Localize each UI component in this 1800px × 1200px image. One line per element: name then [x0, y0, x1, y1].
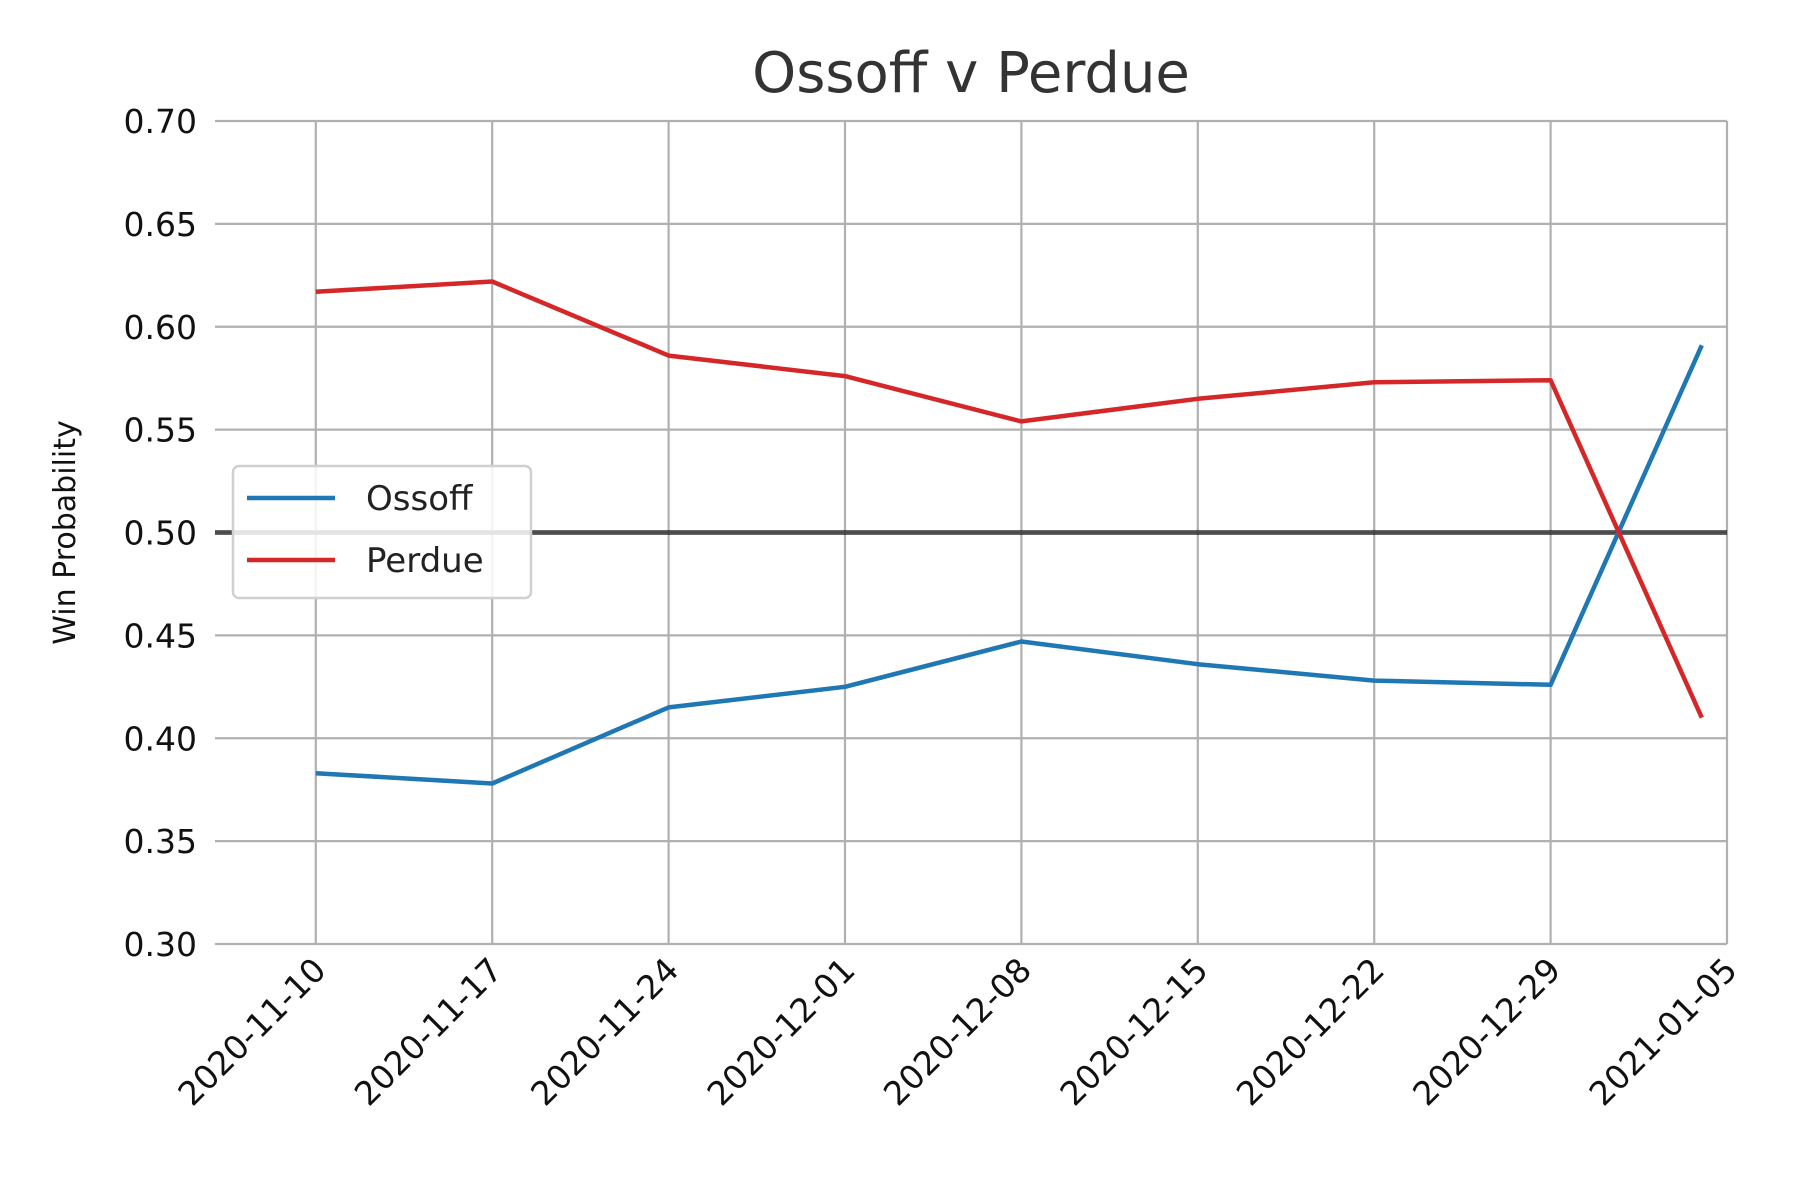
y-tick-label: 0.55 [124, 411, 197, 450]
y-tick-labels: 0.30 0.35 0.40 0.45 0.50 0.55 0.60 0.65 0.70 [124, 102, 197, 964]
legend-label-perdue: Perdue [366, 541, 484, 581]
chart-title: Ossoff v Perdue [752, 41, 1190, 106]
x-tick-label: 2020-11-10 [170, 950, 333, 1113]
legend: Ossoff Perdue [231, 464, 533, 600]
y-tick-label: 0.40 [124, 719, 197, 758]
y-tick-label: 0.60 [124, 308, 197, 347]
x-tick-label: 2020-12-08 [876, 950, 1039, 1113]
y-tick-label: 0.50 [124, 514, 197, 553]
x-tick-label: 2021-01-05 [1581, 950, 1744, 1113]
x-tick-label: 2020-11-17 [347, 950, 510, 1113]
x-tick-label: 2020-11-24 [523, 950, 686, 1113]
x-tick-labels: 2020-11-10 2020-11-17 2020-11-24 2020-12-01… [170, 950, 1744, 1113]
series-line-ossoff [315, 344, 1704, 786]
x-tick-label: 2020-12-15 [1052, 950, 1215, 1113]
y-tick-label: 0.70 [124, 102, 197, 141]
x-tick-label: 2020-12-29 [1405, 950, 1568, 1113]
y-tick-label: 0.35 [124, 822, 197, 861]
x-tick-label: 2020-12-22 [1229, 950, 1392, 1113]
y-tick-label: 0.45 [124, 616, 197, 655]
legend-label-ossoff: Ossoff [366, 479, 474, 519]
x-tick-label: 2020-12-01 [699, 950, 862, 1113]
y-axis-label: Win Probability [48, 420, 83, 644]
y-tick-label: 0.65 [124, 205, 197, 244]
y-tick-label: 0.30 [124, 925, 197, 964]
series-line-perdue [315, 279, 1704, 719]
series-group [315, 279, 1704, 786]
